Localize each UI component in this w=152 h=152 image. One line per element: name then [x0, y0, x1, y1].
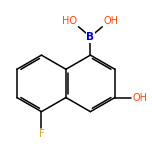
- Text: OH: OH: [104, 16, 118, 26]
- Text: F: F: [39, 130, 44, 140]
- Text: HO: HO: [62, 16, 77, 26]
- Text: OH: OH: [133, 93, 148, 103]
- Text: B: B: [86, 32, 94, 42]
